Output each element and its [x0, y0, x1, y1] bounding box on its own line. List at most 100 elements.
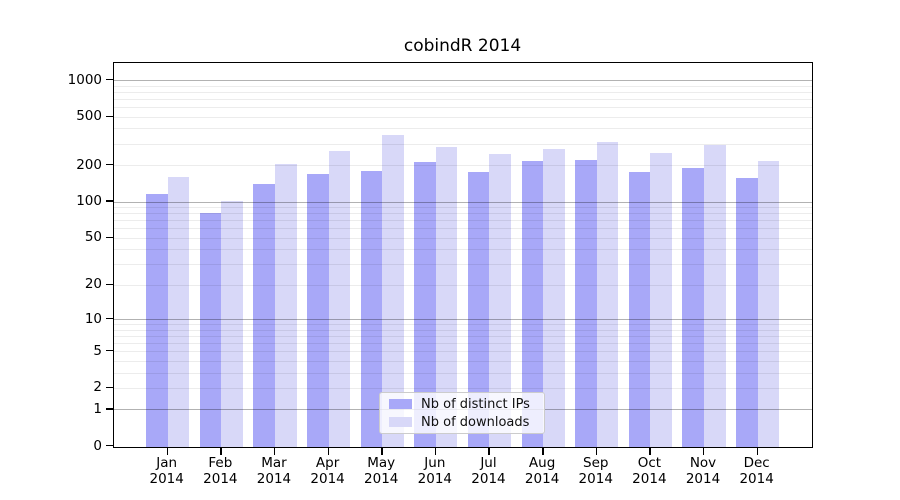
x-tick-aug: [542, 448, 544, 455]
legend-swatch-distinct-ips: [389, 399, 412, 409]
bar-jul-downloads: [489, 154, 512, 447]
y-tick-label-0: 0: [93, 437, 102, 454]
x-tick-label-nov: Nov 2014: [685, 455, 721, 487]
plot-area: [113, 62, 813, 448]
y-tick-10: [106, 317, 113, 320]
x-tick-apr: [327, 448, 329, 455]
gridline-40: [114, 249, 812, 251]
bar-may-downloads: [382, 135, 404, 447]
y-tick-1: [106, 408, 113, 410]
y-tick-0: [106, 445, 113, 447]
bar-jan-distinct-ips: [146, 194, 168, 447]
y-tick-label-20: 20: [84, 276, 102, 293]
gridline-10: [114, 319, 812, 320]
x-tick-label-jun: Jun 2014: [417, 455, 453, 487]
gridline-80: [114, 213, 812, 215]
gridline-200: [114, 165, 812, 166]
gridline-2: [114, 387, 812, 389]
legend-label-downloads: Nb of downloads: [421, 414, 530, 430]
y-tick-label-200: 200: [76, 156, 102, 173]
x-tick-oct: [649, 448, 651, 455]
x-tick-label-mar: Mar 2014: [256, 455, 292, 487]
legend-entry-downloads: Nb of downloads: [389, 415, 544, 430]
legend-swatch-downloads: [389, 417, 412, 427]
y-tick-20: [106, 283, 113, 286]
x-tick-jul: [488, 448, 490, 455]
y-tick-label-10: 10: [84, 310, 102, 327]
legend-label-distinct-ips: Nb of distinct IPs: [421, 396, 530, 412]
gridline-8: [114, 329, 812, 331]
gridline-700: [114, 98, 812, 100]
bar-oct-distinct-ips: [628, 172, 651, 447]
y-tick-1000: [106, 78, 113, 81]
gridline-500: [114, 116, 812, 118]
bar-feb-downloads: [221, 201, 243, 447]
gridline-600: [114, 107, 812, 108]
gridline-100: [114, 201, 812, 203]
bar-mar-distinct-ips: [253, 183, 275, 447]
gridline-90: [114, 207, 812, 208]
x-tick-mar: [273, 448, 276, 455]
x-tick-label-oct: Oct 2014: [632, 455, 667, 487]
x-tick-jan: [166, 448, 169, 455]
bar-sep-downloads: [596, 141, 619, 447]
gridline-70: [114, 220, 812, 222]
bar-nov-downloads: [704, 145, 726, 447]
x-tick-sep: [595, 448, 598, 455]
gridline-800: [114, 91, 812, 93]
bar-aug-downloads: [543, 149, 565, 447]
y-tick-label-1000: 1000: [67, 71, 102, 88]
x-tick-label-may: May 2014: [364, 455, 399, 487]
y-tick-200: [106, 164, 113, 166]
gridline-9: [114, 324, 812, 325]
y-tick-500: [106, 115, 113, 117]
x-tick-label-jul: Jul 2014: [471, 455, 506, 487]
gridline-3: [114, 372, 812, 374]
x-tick-nov: [703, 448, 705, 455]
gridline-4: [114, 360, 812, 362]
gridline-400: [114, 128, 812, 130]
x-tick-label-feb: Feb 2014: [203, 455, 238, 487]
x-tick-feb: [220, 448, 222, 455]
bar-nov-distinct-ips: [682, 167, 704, 447]
bar-oct-downloads: [650, 153, 672, 447]
bar-sep-distinct-ips: [575, 159, 597, 447]
x-tick-jun: [434, 448, 437, 455]
gridline-900: [114, 85, 812, 87]
bar-aug-distinct-ips: [521, 161, 544, 447]
x-tick-label-dec: Dec 2014: [739, 455, 774, 487]
bar-may-distinct-ips: [360, 170, 383, 447]
x-tick-label-jan: Jan 2014: [149, 455, 184, 487]
x-tick-dec: [756, 448, 759, 455]
gridline-50: [114, 237, 812, 239]
bar-feb-distinct-ips: [199, 213, 222, 447]
bar-apr-downloads: [328, 151, 351, 447]
bar-jun-downloads: [435, 147, 458, 447]
y-tick-100: [106, 200, 113, 202]
x-tick-label-apr: Apr 2014: [310, 455, 345, 487]
y-tick-2: [106, 386, 113, 389]
chart-title: cobindR 2014: [403, 36, 522, 56]
x-tick-label-aug: Aug 2014: [524, 455, 560, 487]
y-tick-50: [106, 236, 113, 239]
gridline-7: [114, 335, 812, 337]
x-tick-may: [381, 448, 383, 455]
bar-jun-distinct-ips: [414, 162, 436, 447]
legend-entry-distinct-ips: Nb of distinct IPs: [389, 397, 544, 412]
bar-apr-distinct-ips: [306, 174, 329, 447]
gridline-60: [114, 228, 812, 230]
y-tick-5: [106, 350, 113, 352]
gridline-1000: [114, 79, 812, 81]
y-tick-label-5: 5: [93, 342, 102, 359]
y-tick-label-500: 500: [76, 108, 102, 125]
bar-dec-distinct-ips: [736, 178, 758, 447]
gridline-5: [114, 351, 812, 353]
y-tick-label-2: 2: [93, 379, 102, 396]
x-tick-label-sep: Sep 2014: [578, 455, 613, 487]
bar-jul-distinct-ips: [467, 172, 490, 447]
y-tick-label-100: 100: [76, 193, 102, 210]
gridline-30: [114, 264, 812, 266]
y-tick-label-1: 1: [93, 400, 102, 417]
gridline-300: [114, 143, 812, 145]
